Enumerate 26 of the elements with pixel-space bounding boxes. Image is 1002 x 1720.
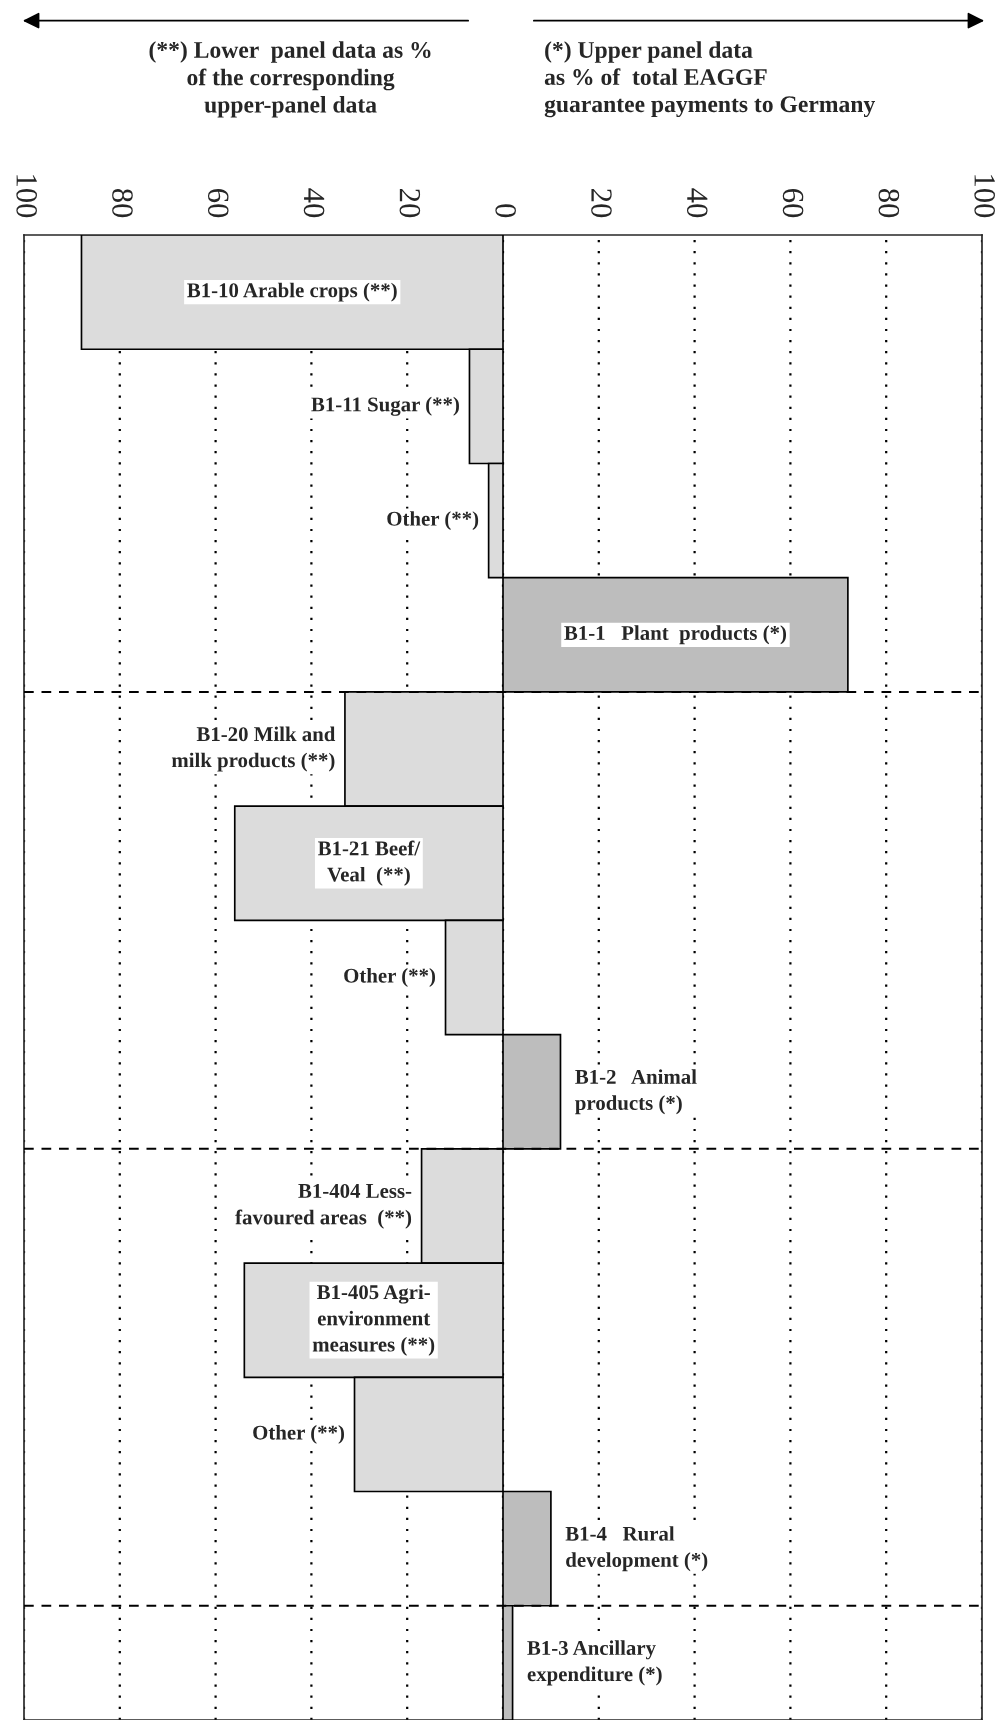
x-tick-label: 100	[16, 175, 37, 218]
x-tick-label: 80	[878, 188, 900, 218]
y-tick-label: Other (**)	[387, 511, 479, 531]
y-tick-label: B1-21 Beef/ Veal (**)	[318, 840, 421, 886]
y-tick-label: B1-1 Plant products (*)	[564, 625, 787, 645]
text: (*) Upper panel data as % of total EAGGF guarantee payments to Germany	[544, 41, 876, 118]
x-tick-label: 60	[207, 189, 229, 218]
x-tick-label: 40	[303, 188, 325, 218]
y-tick-label: B1-20 Milk and milk products (**)	[171, 726, 336, 772]
x-tick-label: 0	[495, 204, 516, 218]
text: (**) Lower panel data as % of the corresponding upper-panel data	[149, 41, 431, 118]
y-tick-label: B1-2 Animal products (*)	[575, 1069, 697, 1115]
y-tick-label: B1-3 Ancillary expenditure (*)	[527, 1640, 662, 1686]
x-tick-label: 20	[591, 189, 612, 218]
y-tick-label: Other (**)	[344, 968, 436, 987]
y-tick-label: B1-4 Rural development (*)	[565, 1526, 708, 1572]
x-tick-label: 80	[112, 188, 133, 218]
x-tick-label: 100	[974, 175, 995, 218]
y-tick-label: B1-405 Agri- environment measures (**)	[312, 1284, 435, 1356]
x-tick-label: 40	[686, 188, 708, 218]
x-tick-label: 60	[782, 189, 804, 218]
y-tick-label: B1-10 Arable crops (**)	[187, 282, 397, 302]
y-tick-label: Other (**)	[253, 1424, 345, 1444]
y-tick-label: B1-11 Sugar (**)	[311, 396, 459, 416]
y-tick-label: B1-404 Less- favoured areas (**)	[235, 1183, 412, 1229]
x-tick-label: 20	[399, 189, 421, 218]
